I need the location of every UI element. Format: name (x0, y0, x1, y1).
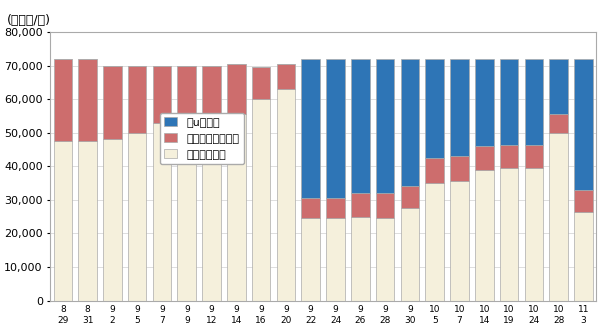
Bar (475, 146, 494, 170)
Bar (550, 59, 568, 114)
Bar (326, 218, 345, 301)
Bar (326, 198, 345, 218)
Bar (450, 59, 469, 156)
Bar (550, 133, 568, 301)
Text: (バレル/日): (バレル/日) (7, 14, 51, 27)
Bar (128, 66, 146, 133)
Bar (152, 66, 171, 123)
Bar (227, 114, 245, 301)
Bar (574, 212, 593, 301)
Bar (202, 116, 221, 301)
Bar (376, 193, 394, 218)
Bar (500, 59, 518, 144)
Bar (376, 218, 394, 301)
Bar (128, 133, 146, 301)
Bar (178, 121, 196, 301)
Bar (450, 181, 469, 301)
Bar (301, 218, 320, 301)
Bar (475, 59, 494, 146)
Bar (425, 183, 444, 301)
Bar (351, 193, 370, 217)
Bar (301, 59, 320, 198)
Bar (475, 170, 494, 301)
Bar (500, 168, 518, 301)
Bar (450, 156, 469, 181)
Bar (326, 59, 345, 198)
Bar (351, 217, 370, 301)
Bar (351, 59, 370, 193)
Bar (524, 59, 543, 144)
Bar (202, 66, 221, 116)
Bar (401, 187, 419, 208)
Bar (401, 59, 419, 187)
Bar (550, 114, 568, 133)
Bar (500, 144, 518, 168)
Bar (252, 99, 271, 301)
Bar (277, 64, 295, 89)
Bar (301, 198, 320, 218)
Bar (152, 123, 171, 301)
Bar (79, 59, 97, 141)
Bar (103, 66, 122, 139)
Bar (79, 141, 97, 301)
Legend: リuの影響, カトリーナの影響, 運転可能能力: リuの影響, カトリーナの影響, 運転可能能力 (160, 113, 244, 164)
Bar (425, 158, 444, 183)
Bar (425, 59, 444, 158)
Bar (53, 141, 72, 301)
Bar (252, 67, 271, 99)
Bar (574, 59, 593, 190)
Bar (524, 168, 543, 301)
Bar (103, 139, 122, 301)
Bar (178, 66, 196, 121)
Bar (574, 190, 593, 212)
Bar (376, 59, 394, 193)
Bar (277, 89, 295, 301)
Bar (401, 208, 419, 301)
Bar (53, 59, 72, 141)
Bar (524, 144, 543, 168)
Bar (227, 64, 245, 114)
